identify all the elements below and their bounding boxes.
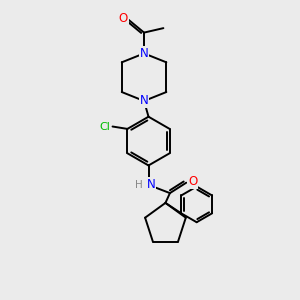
Text: Cl: Cl xyxy=(100,122,111,131)
Text: N: N xyxy=(140,47,148,60)
Text: H: H xyxy=(135,180,143,190)
Text: O: O xyxy=(188,175,197,188)
Text: N: N xyxy=(146,178,155,191)
Text: N: N xyxy=(140,94,148,107)
Text: O: O xyxy=(118,12,128,25)
